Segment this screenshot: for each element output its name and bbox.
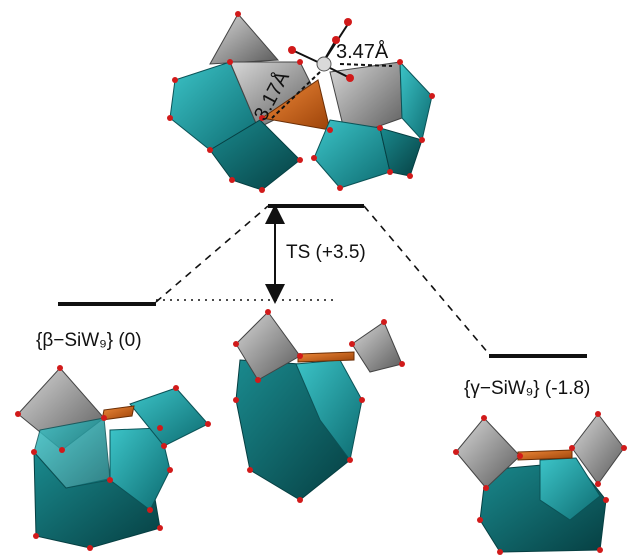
connector-ts-gamma xyxy=(363,205,490,355)
connector-beta-ts xyxy=(155,205,269,303)
gamma-label: {γ−SiW₉} (-1.8) xyxy=(464,378,590,399)
gamma-structure xyxy=(453,411,627,555)
beta-label: {β−SiW₉} (0) xyxy=(36,330,142,351)
beta-structure xyxy=(15,365,211,551)
ts-structure xyxy=(167,11,435,193)
distance-long-label: 3.47Å xyxy=(336,40,389,63)
ts-label: TS (+3.5) xyxy=(286,242,366,263)
middle-structure xyxy=(233,309,405,503)
